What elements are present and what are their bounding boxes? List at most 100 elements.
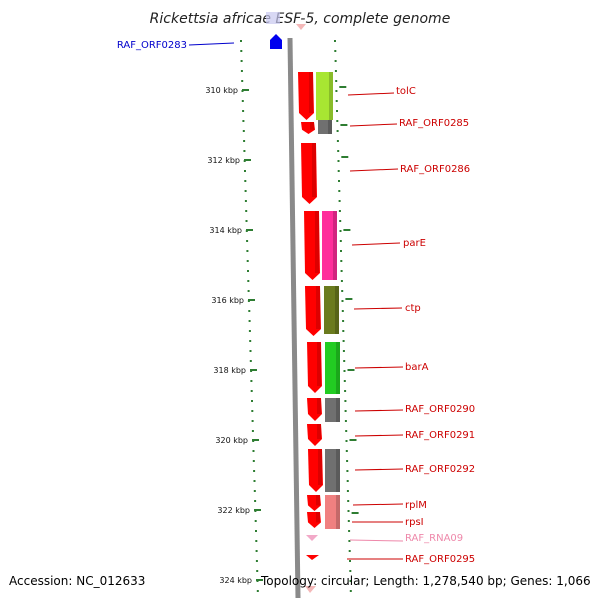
kbp-major-tick	[248, 299, 255, 301]
left-track-dot	[247, 290, 250, 292]
gene-label-leader	[349, 539, 404, 542]
feature-block	[325, 512, 340, 529]
kbp-tick-label: 312 kbp	[207, 156, 240, 165]
backbone-bottom-marker	[305, 586, 316, 593]
cds-arrow-shade	[318, 449, 322, 485]
cds-arrow	[301, 143, 317, 204]
topology-text: Topology: circular; Length: 1,278,540 bp…	[261, 574, 591, 588]
right-track-dot	[349, 570, 352, 572]
cds-arrow-shade	[317, 424, 321, 439]
left-track-dot	[240, 60, 243, 62]
gene-label: RAF_ORF0292	[405, 464, 475, 475]
right-track-dot	[348, 530, 351, 532]
gene-label: RAF_ORF0283	[117, 40, 187, 51]
gene-label-leader	[354, 468, 404, 471]
right-track-dot	[341, 290, 344, 292]
cds-arrow-shade	[309, 72, 313, 113]
right-track-dot	[345, 440, 348, 442]
right-track-dot	[336, 140, 339, 142]
genome-backbone	[287, 37, 301, 599]
gene-label-leader	[349, 123, 398, 127]
left-track-dot	[245, 220, 248, 222]
cds-arrow	[307, 495, 321, 511]
left-track-dot	[253, 490, 256, 492]
right-track-dot	[336, 120, 339, 122]
right-track-dot	[335, 90, 338, 92]
left-track-dot	[240, 50, 243, 52]
right-track-dot	[339, 220, 342, 222]
right-track-dot	[348, 550, 351, 552]
cds-arrow-shade	[317, 342, 321, 386]
right-track-dot	[346, 490, 349, 492]
feature-block-shade	[336, 512, 340, 529]
right-track-dash	[345, 298, 353, 300]
right-track-dot	[335, 80, 338, 82]
left-track-dot	[255, 560, 258, 562]
gene-label-leader	[352, 503, 404, 506]
cds-arrow	[298, 72, 314, 120]
right-track-dot	[336, 130, 339, 132]
feature-block	[325, 398, 340, 422]
left-track-dot	[247, 270, 249, 272]
right-track-dash	[339, 86, 347, 88]
gene-label-layer: RAF_ORF0283 tolC RAF_ORF0285 RAF_ORF0286par…	[117, 40, 475, 565]
gene-label-leader	[349, 168, 399, 172]
right-track-dash	[349, 439, 357, 441]
left-track-dot	[255, 540, 258, 542]
right-track-dash	[347, 369, 355, 371]
gene-label: rplM	[405, 500, 427, 511]
right-track-dot	[338, 210, 341, 212]
right-track-dot	[337, 160, 340, 162]
kbp-tick-label: 314 kbp	[209, 226, 242, 235]
cds-arrow-shade	[316, 495, 320, 506]
feature-block-shade	[328, 120, 332, 134]
feature-block	[325, 342, 340, 394]
gene-label-leader	[353, 307, 403, 310]
right-track-dot	[347, 520, 350, 522]
tick-layer	[240, 40, 359, 592]
right-track-dot	[344, 400, 347, 402]
cds-arrow-shade	[315, 211, 319, 273]
right-track-dash	[341, 156, 349, 158]
left-track-dot	[244, 190, 247, 192]
gene-label-leader	[351, 242, 401, 246]
left-track-dot	[255, 530, 257, 532]
left-track-dot	[240, 70, 243, 72]
right-track-dot	[337, 150, 340, 152]
feature-block-shade	[336, 398, 340, 422]
left-track-dot	[253, 470, 256, 472]
right-track-dot	[340, 270, 343, 272]
kbp-major-tick	[250, 369, 257, 371]
right-track-dash	[340, 124, 348, 126]
left-track-dot	[251, 410, 254, 412]
left-track-dot	[251, 430, 254, 432]
left-track-dot	[251, 400, 253, 402]
right-track-dot	[334, 50, 337, 52]
cds-arrow	[306, 555, 319, 560]
left-track-dot	[241, 80, 244, 82]
left-track-dot	[250, 380, 253, 382]
left-track-dot	[245, 210, 248, 212]
right-track-dot	[339, 230, 342, 232]
cds-arrow-shade	[317, 398, 321, 414]
rna-arrow	[306, 535, 318, 541]
right-track-dot	[342, 330, 345, 332]
right-track-dot	[341, 300, 344, 302]
left-track-dot	[244, 180, 247, 182]
feature-block-layer	[316, 72, 340, 529]
top-highlight	[266, 12, 280, 24]
right-track-dot	[337, 170, 340, 172]
gene-label: RAF_ORF0290	[405, 404, 475, 415]
gene-label: RAF_ORF0291	[405, 430, 475, 441]
right-track-dot	[345, 430, 348, 432]
gene-label: ctp	[405, 303, 421, 314]
feature-block-shade	[333, 211, 337, 280]
left-track-dot	[247, 280, 250, 282]
kbp-tick-label: 324 kbp	[219, 576, 252, 585]
cds-arrow-shade	[316, 512, 320, 523]
left-track-dot	[248, 320, 251, 322]
left-track-dot	[250, 390, 253, 392]
left-track-dot	[242, 110, 245, 112]
feature-block	[324, 286, 339, 334]
right-track-dash	[351, 512, 359, 514]
